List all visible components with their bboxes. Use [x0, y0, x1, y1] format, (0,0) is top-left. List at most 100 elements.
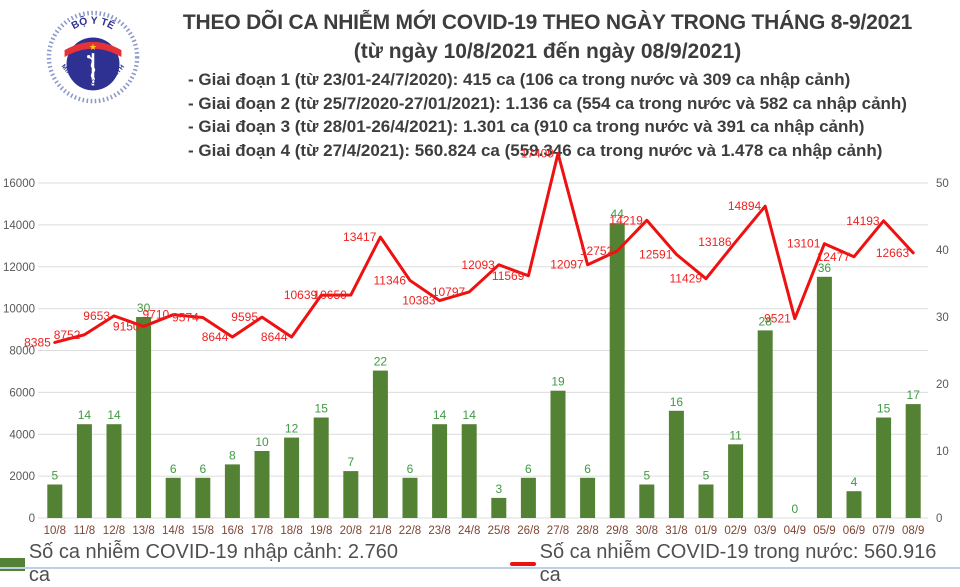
bar-value-label: 14 [463, 408, 477, 422]
x-axis-label: 18/8 [280, 525, 302, 537]
bar-value-label: 6 [525, 462, 532, 476]
logo-red-band [64, 41, 122, 58]
bar-imported-cases [816, 276, 832, 518]
bar-value-label: 6 [170, 462, 177, 476]
left-axis-tick: 8000 [9, 346, 35, 358]
line-domestic-cases [53, 151, 915, 344]
phase-2-summary: - Giai đoạn 2 (từ 25/7/2020-27/01/2021):… [188, 93, 907, 113]
x-axis-label: 03/9 [754, 525, 776, 537]
bar-value-label: 44 [611, 207, 625, 221]
bottom-divider [0, 567, 960, 569]
bar-imported-cases [165, 477, 181, 518]
x-axis-label: 29/8 [606, 525, 628, 537]
bar-imported-cases [668, 410, 684, 518]
logo-snake-icon [87, 56, 96, 86]
bar-imported-cases [254, 451, 270, 518]
line-value-label: 9521 [764, 312, 791, 326]
line-value-label: 11569 [492, 269, 525, 283]
line-value-label: 11429 [670, 272, 703, 286]
bar-imported-cases [224, 464, 240, 518]
x-axis-label: 22/8 [399, 525, 421, 537]
x-axis-label: 19/8 [310, 525, 332, 537]
bar-value-label: 30 [137, 301, 151, 315]
bar-imported-cases [195, 477, 211, 518]
left-axis-tick: 16000 [3, 178, 35, 190]
bar-value-label: 4 [851, 475, 858, 489]
bar-imported-cases [905, 404, 921, 518]
right-axis-tick: 30 [936, 312, 949, 324]
right-axis-tick: 10 [936, 446, 949, 458]
line-value-label: 13417 [343, 230, 377, 244]
bar-imported-cases [402, 477, 418, 518]
bar-value-label: 8 [229, 448, 236, 462]
line-value-label: 17409 [521, 146, 555, 160]
bar-value-label: 28 [759, 314, 773, 328]
page-title: THEO DÕI CA NHIỄM MỚI COVID-19 THEO NGÀY… [182, 11, 913, 34]
bar-imported-cases [136, 317, 152, 518]
ministry-of-health-logo: BỘ Y TẾ ★ MINISTRY OF HEALTH [46, 10, 140, 104]
logo-star-icon: ★ [89, 42, 97, 52]
phase-1-summary: - Giai đoạn 1 (từ 23/01-24/7/2020): 415 … [188, 70, 851, 89]
line-value-label: 10650 [313, 288, 347, 302]
page-subtitle: (từ ngày 10/8/2021 đến ngày 08/9/2021) [353, 40, 742, 63]
line-value-label: 8385 [24, 335, 51, 349]
line-value-label: 8644 [202, 330, 229, 344]
line-value-label: 12093 [461, 258, 495, 272]
line-value-label: 13186 [698, 235, 732, 249]
legend-item-imported: Số ca nhiễm COVID-19 nhập cảnh: 2.760 ca [0, 541, 422, 587]
x-axis-label: 13/8 [132, 525, 154, 537]
x-axis-label: 05/9 [813, 525, 835, 537]
bar-value-label: 22 [374, 355, 388, 369]
bar-imported-cases [580, 477, 596, 518]
bar-value-label: 5 [51, 469, 58, 483]
x-axis-label: 20/8 [340, 525, 362, 537]
line-value-label: 9150 [113, 319, 140, 333]
line-value-label: 12663 [876, 246, 910, 260]
bar-imported-cases [846, 491, 862, 518]
bar-imported-cases [550, 390, 566, 518]
left-axis-tick: 6000 [9, 387, 35, 399]
bar-value-label: 3 [495, 482, 502, 496]
bar-value-label: 10 [255, 435, 269, 449]
bar-value-label: 5 [703, 469, 710, 483]
bar-value-label: 17 [907, 388, 921, 402]
phase-4-summary: - Giai đoạn 4 (từ 27/4/2021): 560.824 ca… [188, 140, 883, 160]
x-axis-label: 04/9 [784, 525, 806, 537]
line-value-label: 9710 [142, 308, 169, 322]
x-axis-label: 12/8 [103, 525, 125, 537]
bar-value-label: 14 [78, 408, 92, 422]
bar-imported-cases [372, 370, 388, 518]
line-value-label: 10383 [402, 294, 436, 308]
bar-imported-cases [698, 484, 714, 518]
x-axis-label: 21/8 [369, 525, 391, 537]
line-value-label: 8644 [261, 330, 288, 344]
left-axis-tick: 10000 [3, 304, 35, 316]
bar-imported-cases [609, 223, 625, 518]
x-axis-label: 08/9 [902, 525, 924, 537]
bar-value-label: 14 [107, 408, 121, 422]
bar-imported-cases [639, 484, 655, 518]
bar-imported-cases [313, 417, 329, 518]
bar-imported-cases [76, 424, 92, 518]
bar-value-label: 7 [347, 455, 354, 469]
bar-imported-cases [520, 477, 536, 518]
x-axis-label: 11/8 [74, 525, 96, 537]
legend-bar-label: Số ca nhiễm COVID-19 nhập cảnh: 2.760 ca [28, 541, 398, 586]
x-axis-label: 15/8 [192, 525, 214, 537]
covid-daily-chart: 0 2000 4000 6000 8000 10000 12000 14000 16000 0 10… [3, 146, 949, 537]
logo-top-text: BỘ Y TẾ [70, 14, 117, 32]
line-value-label: 12591 [639, 247, 673, 261]
x-axis-label: 06/9 [843, 525, 865, 537]
bar-value-label: 14 [433, 408, 447, 422]
right-axis-tick: 50 [936, 178, 949, 190]
right-axis-tick: 20 [936, 379, 949, 391]
line-value-label: 12097 [550, 258, 584, 272]
bar-value-label: 11 [729, 428, 742, 442]
bar-imported-cases [876, 417, 892, 518]
x-axis-label: 30/8 [636, 525, 658, 537]
bar-value-label: 6 [584, 462, 591, 476]
right-axis-tick: 40 [936, 245, 949, 257]
bar-value-label: 12 [285, 422, 299, 436]
bar-value-label: 5 [643, 469, 650, 483]
line-value-label: 10639 [284, 288, 318, 302]
